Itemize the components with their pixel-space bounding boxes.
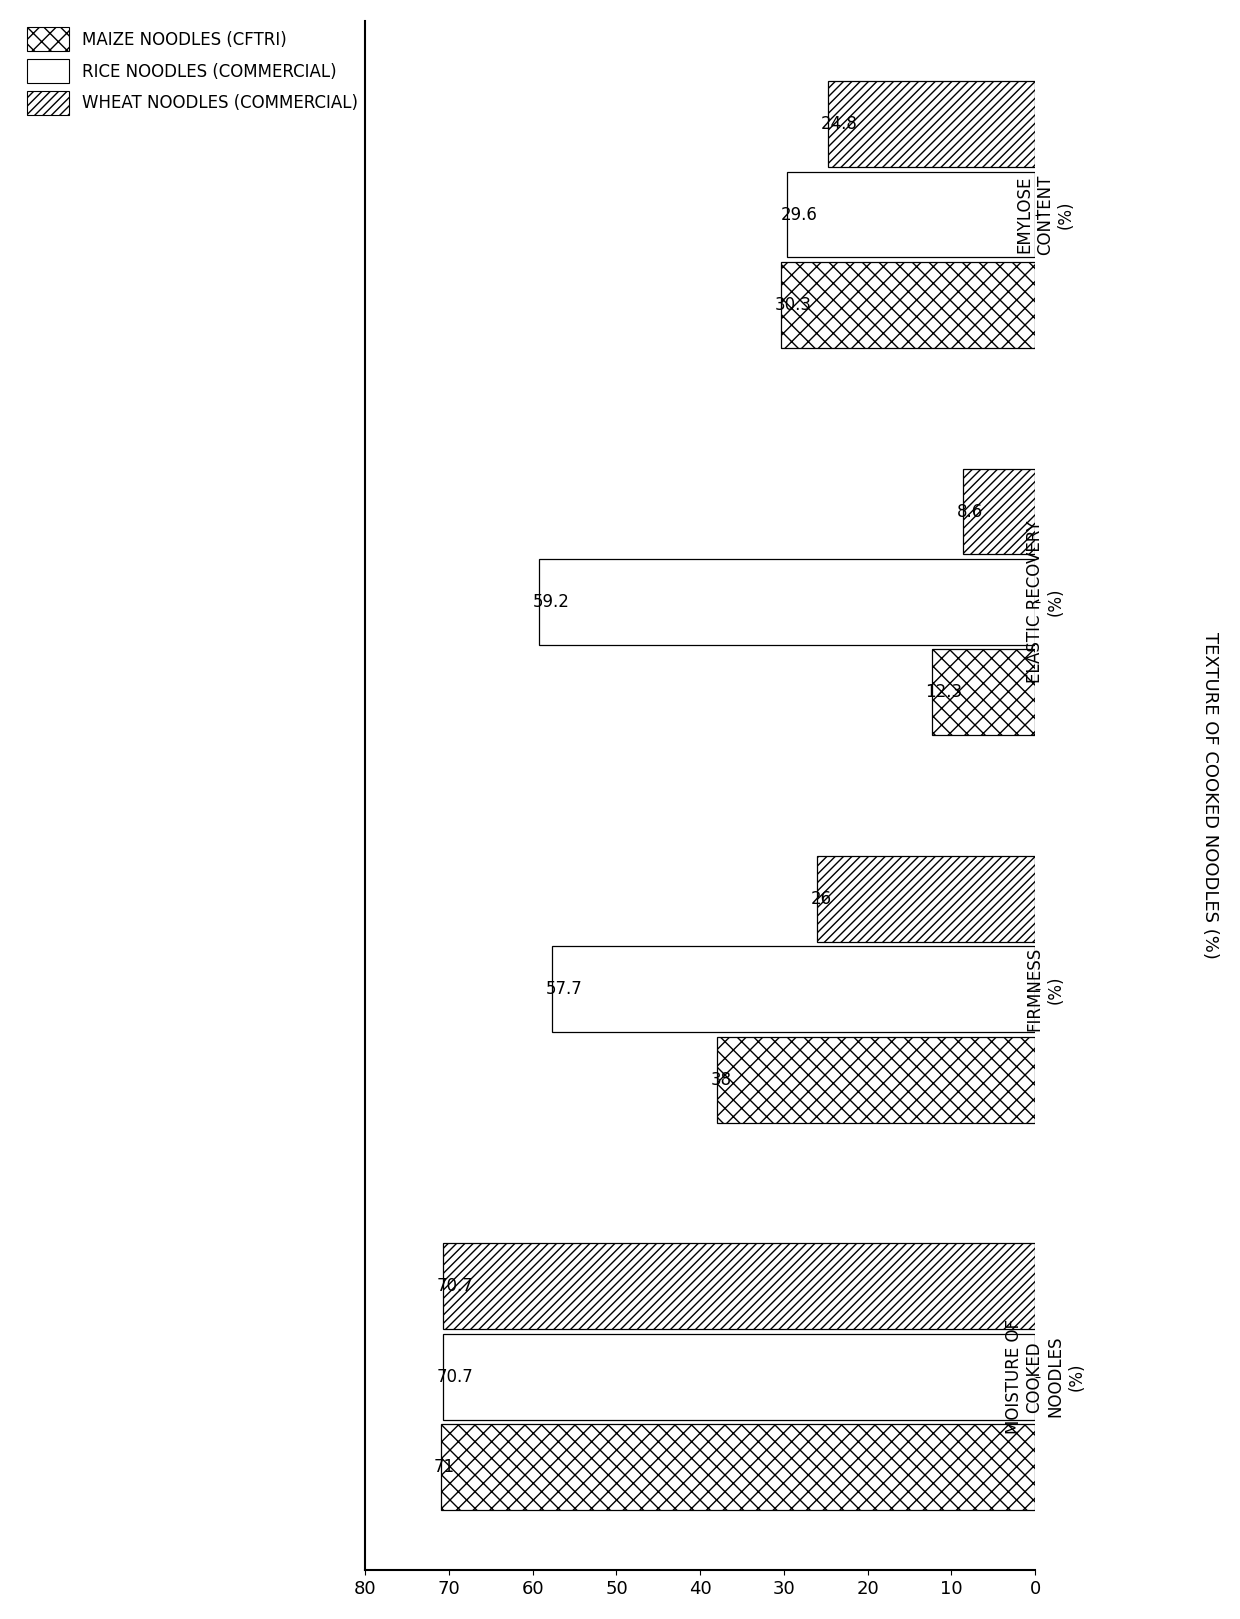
Bar (552, 947, 1035, 1033)
Bar (781, 262, 1035, 348)
Text: 29.6: 29.6 (781, 206, 817, 223)
Text: 24.8: 24.8 (821, 115, 858, 133)
Text: 26: 26 (811, 890, 832, 908)
Text: 70.7: 70.7 (436, 1368, 474, 1386)
Bar (932, 649, 1035, 735)
Y-axis label: TEXTURE OF COOKED NOODLES (%): TEXTURE OF COOKED NOODLES (%) (1202, 631, 1219, 958)
Bar (717, 1036, 1035, 1122)
Bar (539, 559, 1035, 644)
Text: 57.7: 57.7 (546, 981, 582, 999)
Text: 59.2: 59.2 (533, 593, 569, 610)
Text: 38: 38 (711, 1070, 732, 1088)
Bar (827, 81, 1035, 167)
Text: 70.7: 70.7 (436, 1277, 474, 1295)
Bar (440, 1425, 1035, 1511)
Legend: MAIZE NOODLES (CFTRI), RICE NOODLES (COMMERCIAL), WHEAT NOODLES (COMMERCIAL): MAIZE NOODLES (CFTRI), RICE NOODLES (COM… (21, 21, 365, 121)
Bar (963, 468, 1035, 554)
Text: 8.6: 8.6 (956, 502, 983, 521)
Text: 30.3: 30.3 (775, 296, 812, 314)
Bar (817, 856, 1035, 942)
Bar (787, 172, 1035, 257)
Bar (443, 1243, 1035, 1329)
Bar (443, 1334, 1035, 1420)
Text: 71: 71 (434, 1459, 455, 1477)
Text: 12.3: 12.3 (925, 683, 962, 701)
